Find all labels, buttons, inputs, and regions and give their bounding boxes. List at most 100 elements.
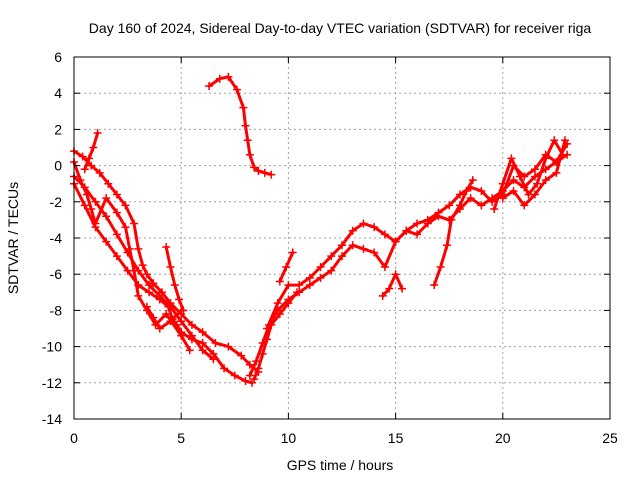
series-trace: [72, 160, 192, 352]
y-tick-label: -4: [50, 230, 63, 246]
data-point: [305, 273, 314, 282]
data-point: [237, 351, 246, 360]
data-point: [284, 295, 293, 304]
series-arc-13: [378, 270, 407, 300]
data-point: [187, 320, 196, 329]
data-point: [509, 176, 518, 185]
x-tick-label: 0: [70, 430, 78, 446]
data-point: [138, 261, 147, 270]
data-point: [142, 270, 151, 279]
data-point: [260, 168, 269, 177]
data-point: [145, 288, 154, 297]
data-point: [316, 262, 325, 271]
data-point: [198, 338, 207, 347]
data-point: [462, 186, 471, 195]
data-point: [498, 194, 507, 203]
data-point: [164, 302, 173, 311]
y-tick-label: -6: [50, 266, 63, 282]
y-tick-label: 0: [54, 158, 62, 174]
y-tick-label: -10: [42, 339, 62, 355]
data-point: [552, 168, 561, 177]
data-point: [85, 154, 94, 163]
data-point: [241, 376, 250, 385]
series-trace: [248, 153, 569, 378]
data-point: [445, 201, 454, 210]
data-point: [102, 194, 111, 203]
data-point: [172, 320, 181, 329]
data-point: [142, 302, 151, 311]
data-point: [520, 201, 529, 210]
series-arc-12: [275, 248, 297, 286]
data-point: [498, 179, 507, 188]
data-point: [177, 328, 186, 337]
data-point: [162, 243, 171, 252]
data-point: [295, 281, 304, 290]
data-point: [102, 212, 111, 221]
data-point: [239, 103, 248, 112]
data-point: [348, 226, 357, 235]
data-point: [245, 150, 254, 159]
data-point: [515, 172, 524, 181]
data-point: [447, 215, 456, 224]
data-point: [89, 143, 98, 152]
data-point: [250, 375, 259, 384]
data-point: [455, 190, 464, 199]
data-point: [121, 223, 130, 232]
data-point: [134, 291, 143, 300]
data-point: [530, 172, 539, 181]
data-point: [509, 186, 518, 195]
data-point: [327, 252, 336, 261]
data-point: [209, 349, 218, 358]
x-axis-label: GPS time / hours: [287, 457, 394, 473]
x-tick-label: 25: [602, 430, 618, 446]
data-point: [530, 190, 539, 199]
data-point: [436, 262, 445, 271]
data-point: [243, 136, 252, 145]
data-point: [327, 266, 336, 275]
data-point: [273, 299, 282, 308]
data-point: [205, 81, 214, 90]
data-point: [134, 244, 143, 253]
data-point: [220, 364, 229, 373]
data-point: [125, 244, 134, 253]
data-point: [95, 168, 104, 177]
data-point: [560, 136, 569, 145]
y-tick-label: 6: [54, 49, 62, 65]
series-arc-4: [70, 179, 256, 387]
x-tick-label: 15: [388, 430, 404, 446]
data-point: [423, 215, 432, 224]
data-point: [175, 295, 184, 304]
data-point: [145, 281, 154, 290]
data-point: [305, 281, 314, 290]
data-point: [87, 205, 96, 214]
series-trace: [381, 272, 404, 298]
y-tick-label: -8: [50, 302, 63, 318]
x-tick-label: 10: [281, 430, 297, 446]
data-point: [252, 357, 261, 366]
data-point: [112, 252, 121, 261]
data-point: [102, 237, 111, 246]
data-point: [267, 170, 276, 179]
data-point: [507, 154, 516, 163]
data-point: [391, 270, 400, 279]
data-point: [541, 154, 550, 163]
data-point: [149, 313, 158, 322]
series-trace: [207, 75, 273, 177]
series-arc-16: [498, 136, 569, 210]
data-point: [488, 197, 497, 206]
data-point: [149, 279, 158, 288]
data-point: [282, 262, 291, 271]
data-point: [232, 85, 241, 94]
data-point: [258, 338, 267, 347]
y-tick-label: -2: [50, 194, 63, 210]
data-point: [466, 194, 475, 203]
data-point: [533, 179, 542, 188]
data-point: [91, 223, 100, 232]
data-point: [76, 176, 85, 185]
data-point: [121, 201, 130, 210]
series-arc-5: [80, 129, 102, 174]
y-tick-label: -12: [42, 375, 62, 391]
series-trace: [72, 149, 260, 374]
series-trace: [72, 175, 215, 361]
data-point: [250, 163, 259, 172]
